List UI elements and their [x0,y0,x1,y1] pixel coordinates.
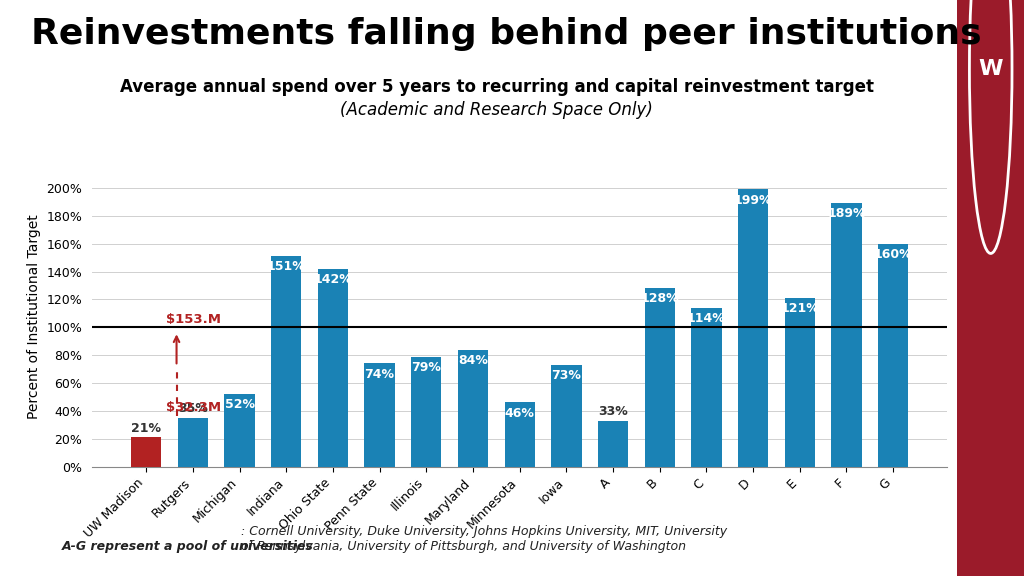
Bar [831,203,861,467]
Bar [784,298,815,467]
Text: 33%: 33% [598,405,628,418]
Text: $32.3M: $32.3M [166,401,221,414]
Bar [365,363,395,467]
Text: 84%: 84% [458,354,487,367]
Text: 74%: 74% [365,367,394,381]
Text: 35%: 35% [178,402,208,415]
Text: 142%: 142% [313,273,352,286]
Bar [551,365,582,467]
Text: Reinvestments falling behind peer institutions: Reinvestments falling behind peer instit… [31,17,981,51]
Bar [224,394,255,467]
Bar [878,244,908,467]
Bar [644,288,675,467]
Bar [691,308,722,467]
Bar [317,269,348,467]
Text: 189%: 189% [827,207,865,221]
Bar [505,403,535,467]
Bar [598,420,628,467]
Text: 46%: 46% [505,407,535,420]
Text: 160%: 160% [873,248,912,261]
Text: 79%: 79% [412,361,441,374]
Text: 151%: 151% [267,260,305,274]
Text: 199%: 199% [734,194,772,207]
Bar [131,437,162,467]
Bar [412,357,441,467]
Text: : Cornell University, Duke University, Johns Hopkins University, MIT, University: : Cornell University, Duke University, J… [241,525,727,553]
Bar [178,418,208,467]
Text: 21%: 21% [131,422,161,434]
Y-axis label: Percent of Institutional Target: Percent of Institutional Target [27,214,41,419]
Bar [458,350,488,467]
Text: 121%: 121% [780,302,819,315]
Text: W: W [979,59,1002,79]
Bar [738,190,768,467]
Text: 114%: 114% [687,312,726,325]
Text: $153.M: $153.M [166,313,221,326]
Text: 73%: 73% [552,369,582,382]
Bar [271,256,301,467]
Text: A-G represent a pool of universities: A-G represent a pool of universities [61,540,313,553]
Text: 52%: 52% [224,398,255,411]
Text: 128%: 128% [640,293,679,305]
Text: Average annual spend over 5 years to recurring and capital reinvestment target: Average annual spend over 5 years to rec… [120,78,873,96]
Text: (Academic and Research Space Only): (Academic and Research Space Only) [340,101,653,119]
